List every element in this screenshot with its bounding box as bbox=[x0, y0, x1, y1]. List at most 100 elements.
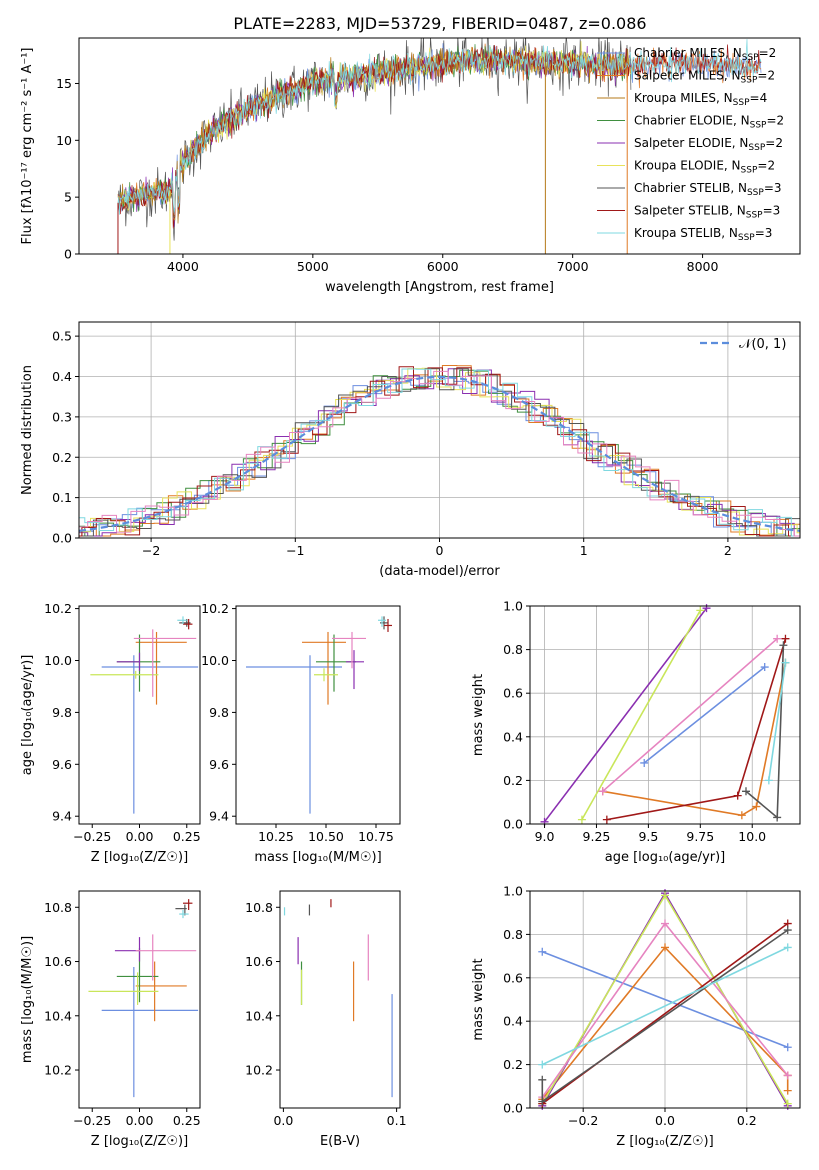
panel-spectrum: 4000 5000 6000 7000 8000 0 5 10 15 wavelength [An… bbox=[20, 37, 801, 295]
weight-marker bbox=[773, 813, 782, 822]
weight-marker bbox=[779, 641, 788, 650]
errorbar-point bbox=[135, 631, 187, 705]
axes-frame bbox=[279, 890, 401, 1109]
y-tick-label: 5 bbox=[64, 190, 72, 205]
y-tick-label: 0.6 bbox=[503, 970, 523, 985]
x-tick-label: −2 bbox=[142, 543, 160, 558]
x-tick-label: 7000 bbox=[557, 259, 589, 274]
x-tick-label: 2 bbox=[724, 543, 732, 558]
x-tick-label: 10.50 bbox=[308, 829, 344, 844]
x-tick-label: 5000 bbox=[297, 259, 329, 274]
spectrum-line bbox=[117, 39, 762, 215]
weight-line bbox=[542, 951, 788, 1048]
y-tick-label: 10.4 bbox=[44, 1008, 72, 1023]
y-tick-label: 0.4 bbox=[503, 1014, 523, 1029]
x-tick-label: 0.00 bbox=[126, 1113, 154, 1128]
x-tick-label: 9.5 bbox=[638, 829, 658, 844]
panel-age_vs_Z: −0.25 0.00 0.25 9.4 9.6 9.8 10.0 10.2 Z [log₁₀(Z… bbox=[20, 601, 201, 865]
legend-label: Salpeter STELIB, NSSP=3 bbox=[634, 204, 780, 221]
y-tick-label: 9.4 bbox=[209, 809, 229, 824]
weight-marker bbox=[781, 634, 790, 643]
weight-marker bbox=[783, 926, 792, 935]
weight-marker bbox=[773, 634, 782, 643]
y-tick-label: 10.2 bbox=[44, 601, 72, 616]
legend: Chabrier MILES, NSSP=2 Salpeter MILES, NS… bbox=[597, 46, 784, 243]
errorbar-point bbox=[332, 631, 366, 669]
x-tick-label: 0.0 bbox=[273, 1113, 293, 1128]
plot-area bbox=[90, 616, 199, 814]
x-tick-label: 4000 bbox=[167, 259, 199, 274]
weight-marker bbox=[783, 943, 792, 952]
errorbar-point bbox=[133, 629, 197, 697]
y-tick-label: 0.0 bbox=[52, 531, 72, 546]
y-tick-label: 9.4 bbox=[52, 809, 72, 824]
weight-series bbox=[742, 641, 788, 822]
y-tick-label: 10.6 bbox=[245, 954, 273, 969]
weight-marker bbox=[783, 1043, 792, 1052]
x-axis-label: mass [log₁₀(M/M☉)] bbox=[254, 850, 381, 865]
errorbar-point bbox=[182, 899, 193, 910]
y-axis-label: mass weight bbox=[471, 674, 486, 756]
weight-marker bbox=[538, 947, 547, 956]
axes-frame bbox=[78, 37, 801, 255]
errorbar-point bbox=[116, 652, 141, 671]
panel-weight_vs_Z: −0.2 0.0 0.2 0.0 0.2 0.4 0.6 0.8 1.0 Z [log₁₀(Z/Z… bbox=[471, 884, 801, 1149]
x-tick-label: 0.00 bbox=[126, 829, 154, 844]
x-tick-label: 0 bbox=[436, 543, 444, 558]
x-tick-label: 0.2 bbox=[737, 1113, 757, 1128]
legend-entry: Salpeter ELODIE, NSSP=2 bbox=[597, 136, 783, 153]
y-tick-label: 0.0 bbox=[503, 817, 523, 832]
legend-label: Kroupa MILES, NSSP=4 bbox=[634, 91, 767, 108]
y-tick-label: 0 bbox=[64, 247, 72, 262]
weight-marker bbox=[733, 791, 742, 800]
y-tick-label: 0.2 bbox=[503, 1057, 523, 1072]
y-tick-label: 1.0 bbox=[503, 884, 523, 899]
spectrum-line bbox=[117, 45, 632, 227]
y-tick-label: 9.8 bbox=[209, 705, 229, 720]
residual-histogram bbox=[79, 368, 800, 537]
weight-marker bbox=[661, 891, 669, 900]
weight-line bbox=[768, 662, 787, 781]
legend-entry: Salpeter STELIB, NSSP=3 bbox=[597, 204, 780, 221]
x-tick-label: 1 bbox=[580, 543, 588, 558]
errorbar-point bbox=[101, 966, 199, 1098]
errorbar-point bbox=[378, 616, 386, 627]
weight-marker bbox=[752, 802, 761, 811]
y-tick-label: 0.5 bbox=[52, 329, 72, 344]
errorbar-point bbox=[177, 616, 187, 625]
weight-series bbox=[598, 634, 782, 796]
errorbar-point bbox=[179, 909, 189, 919]
y-axis-label: Normed distribution bbox=[20, 365, 35, 495]
weight-line bbox=[543, 607, 708, 823]
weight-marker bbox=[783, 1071, 792, 1080]
x-tick-label: 8000 bbox=[687, 259, 719, 274]
weight-marker bbox=[661, 919, 669, 928]
y-tick-label: 0.4 bbox=[52, 369, 72, 384]
errorbar-point bbox=[246, 655, 342, 814]
legend-entry: Chabrier MILES, NSSP=2 bbox=[597, 46, 776, 63]
spectrum-line bbox=[117, 44, 762, 229]
y-tick-label: 0.4 bbox=[503, 729, 523, 744]
weight-marker bbox=[764, 776, 773, 785]
weight-marker bbox=[783, 1099, 792, 1108]
y-tick-label: 0.8 bbox=[503, 642, 523, 657]
errorbar-point bbox=[182, 618, 193, 630]
errorbar-point bbox=[135, 934, 197, 981]
x-tick-label: −1 bbox=[286, 543, 304, 558]
weight-line bbox=[745, 645, 785, 820]
x-tick-label: 0.1 bbox=[387, 1113, 407, 1128]
residual-histogram bbox=[79, 367, 800, 536]
legend-label: Chabrier ELODIE, NSSP=2 bbox=[634, 114, 784, 131]
x-tick-label: −0.2 bbox=[568, 1113, 598, 1128]
x-tick-label: −0.25 bbox=[73, 1113, 111, 1128]
legend-entry: Salpeter MILES, NSSP=2 bbox=[597, 69, 775, 86]
weight-series bbox=[764, 658, 790, 785]
panel-age_vs_mass: 10.25 10.50 10.75 9.4 9.6 9.8 10.0 10.2 mass [lo… bbox=[201, 601, 401, 865]
x-tick-label: 9.75 bbox=[686, 829, 714, 844]
y-tick-label: 0.8 bbox=[503, 927, 523, 942]
panel-mass_vs_ebv: 0.0 0.1 10.2 10.4 10.6 10.8 E(B-V) bbox=[245, 890, 407, 1149]
x-axis-label: age [log₁₀(age/yr)] bbox=[605, 850, 726, 865]
y-tick-label: 0.3 bbox=[52, 409, 72, 424]
legend-label: Kroupa STELIB, NSSP=3 bbox=[634, 226, 772, 243]
legend-label: Chabrier STELIB, NSSP=3 bbox=[634, 181, 782, 198]
